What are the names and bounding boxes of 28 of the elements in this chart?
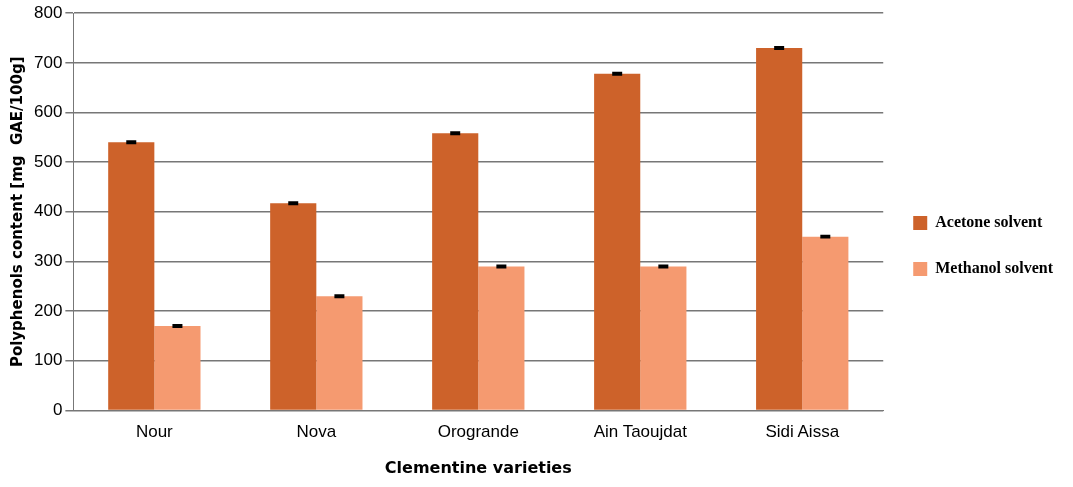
bar — [756, 47, 803, 410]
y-tick-label: 600 — [33, 102, 63, 122]
bar — [802, 236, 849, 410]
bar — [432, 133, 479, 410]
x-tick-label: Orogrande — [437, 422, 519, 442]
y-tick-label: 700 — [33, 52, 63, 72]
x-tick-label: Ain Taoujdat — [593, 422, 688, 442]
x-tick-label: Sidi Aissa — [765, 422, 840, 442]
bar — [316, 296, 363, 410]
bar — [640, 266, 687, 410]
bar — [270, 203, 317, 410]
y-tick-label: 0 — [52, 400, 63, 420]
y-tick-label: 800 — [33, 2, 63, 22]
y-tick-label: 200 — [33, 300, 63, 320]
y-tick-label: 500 — [33, 151, 63, 171]
x-tick-label: Nour — [135, 422, 174, 442]
y-tick-label: 400 — [33, 201, 63, 221]
x-tick-label: Nova — [296, 422, 337, 442]
legend-label: Acetone solvent — [935, 213, 1043, 231]
y-tick-label: 100 — [33, 350, 63, 370]
x-axis-title: Clementine varieties — [384, 457, 572, 477]
bar — [478, 266, 525, 410]
bar — [108, 142, 155, 410]
y-axis-title: Polyphenols content [mg GAE/100g] — [7, 56, 26, 368]
legend-label: Methanol solvent — [935, 259, 1054, 277]
y-tick-label: 300 — [33, 251, 63, 271]
bar — [594, 73, 641, 410]
bar — [154, 326, 201, 410]
